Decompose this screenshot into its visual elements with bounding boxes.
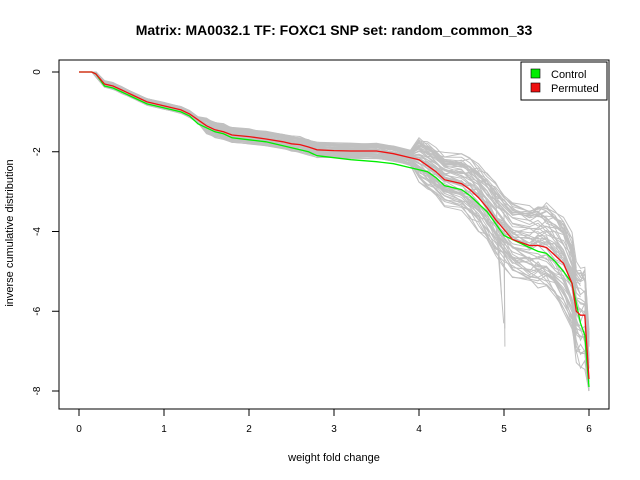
background-series-line — [79, 71, 590, 331]
background-series-line — [79, 71, 590, 361]
y-axis-label: inverse cumulative distribution — [4, 159, 16, 306]
legend-label-control: Control — [551, 69, 586, 81]
background-series-group — [79, 71, 590, 392]
background-series-line — [79, 71, 590, 336]
y-axis: 0 -2 -4 -6 -8 — [32, 69, 60, 395]
y-tick-label: -2 — [32, 147, 43, 156]
series-line-permuted — [79, 71, 590, 380]
y-tick-label: -6 — [32, 306, 43, 315]
background-series-line — [79, 71, 590, 345]
series-line-control — [79, 71, 590, 388]
legend-swatch-control — [530, 68, 541, 79]
background-series-line — [79, 71, 577, 312]
background-series-line — [79, 71, 590, 361]
background-series-line — [79, 71, 506, 347]
x-tick-label: 5 — [501, 424, 507, 435]
background-series-line — [79, 71, 581, 331]
x-tick-label: 3 — [331, 424, 337, 435]
x-axis: 0 1 2 3 4 5 6 — [76, 408, 592, 435]
background-series-line — [79, 71, 577, 309]
series-group — [79, 71, 590, 388]
background-series-line — [79, 71, 590, 339]
background-series-line — [79, 71, 590, 369]
x-tick-label: 6 — [586, 424, 592, 435]
legend-box — [520, 61, 608, 101]
background-series-line — [79, 71, 577, 322]
x-tick-label: 2 — [246, 424, 252, 435]
x-tick-label: 4 — [416, 424, 422, 435]
background-series-line — [79, 71, 581, 312]
chart-title: Matrix: MA0032.1 TF: FOXC1 SNP set: rand… — [136, 22, 533, 38]
background-series-line — [79, 71, 590, 343]
legend: Control Permuted — [520, 61, 608, 101]
x-axis-label: weight fold change — [287, 452, 380, 464]
background-series-line — [79, 71, 590, 369]
legend-swatch-permuted — [530, 82, 541, 93]
legend-label-permuted: Permuted — [551, 83, 599, 95]
x-tick-label: 0 — [76, 424, 82, 435]
background-series-line — [79, 71, 506, 329]
y-tick-label: 0 — [32, 69, 43, 75]
x-tick-label: 1 — [161, 424, 167, 435]
y-tick-label: -8 — [32, 386, 43, 395]
y-tick-label: -4 — [32, 227, 43, 236]
